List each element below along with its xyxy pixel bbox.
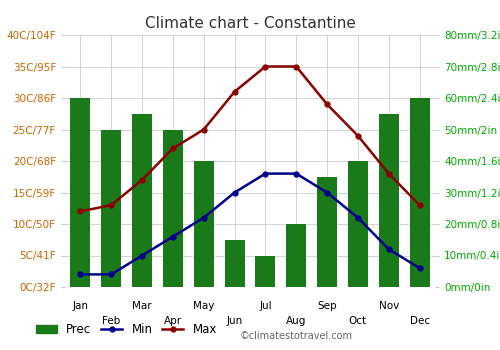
Bar — [224, 240, 244, 287]
Bar — [410, 98, 430, 287]
Text: ©climatestotravel.com: ©climatestotravel.com — [240, 331, 353, 341]
Text: Mar: Mar — [132, 301, 152, 311]
Text: Dec: Dec — [410, 316, 430, 326]
Text: Feb: Feb — [102, 316, 120, 326]
Bar — [317, 177, 337, 287]
Text: Jan: Jan — [72, 301, 88, 311]
Bar — [286, 224, 306, 287]
Text: Nov: Nov — [378, 301, 399, 311]
Bar — [70, 98, 90, 287]
Text: Sep: Sep — [318, 301, 337, 311]
Bar — [348, 161, 368, 287]
Text: Oct: Oct — [349, 316, 367, 326]
Bar — [378, 114, 399, 287]
Text: Jun: Jun — [226, 316, 242, 326]
Text: Jul: Jul — [259, 301, 272, 311]
Bar — [101, 130, 121, 287]
Title: Climate chart - Constantine: Climate chart - Constantine — [144, 16, 356, 31]
Bar — [194, 161, 214, 287]
Legend: Prec, Min, Max: Prec, Min, Max — [31, 318, 222, 341]
Bar — [256, 256, 276, 287]
Text: Aug: Aug — [286, 316, 306, 326]
Bar — [163, 130, 183, 287]
Text: May: May — [193, 301, 214, 311]
Text: Apr: Apr — [164, 316, 182, 326]
Bar — [132, 114, 152, 287]
